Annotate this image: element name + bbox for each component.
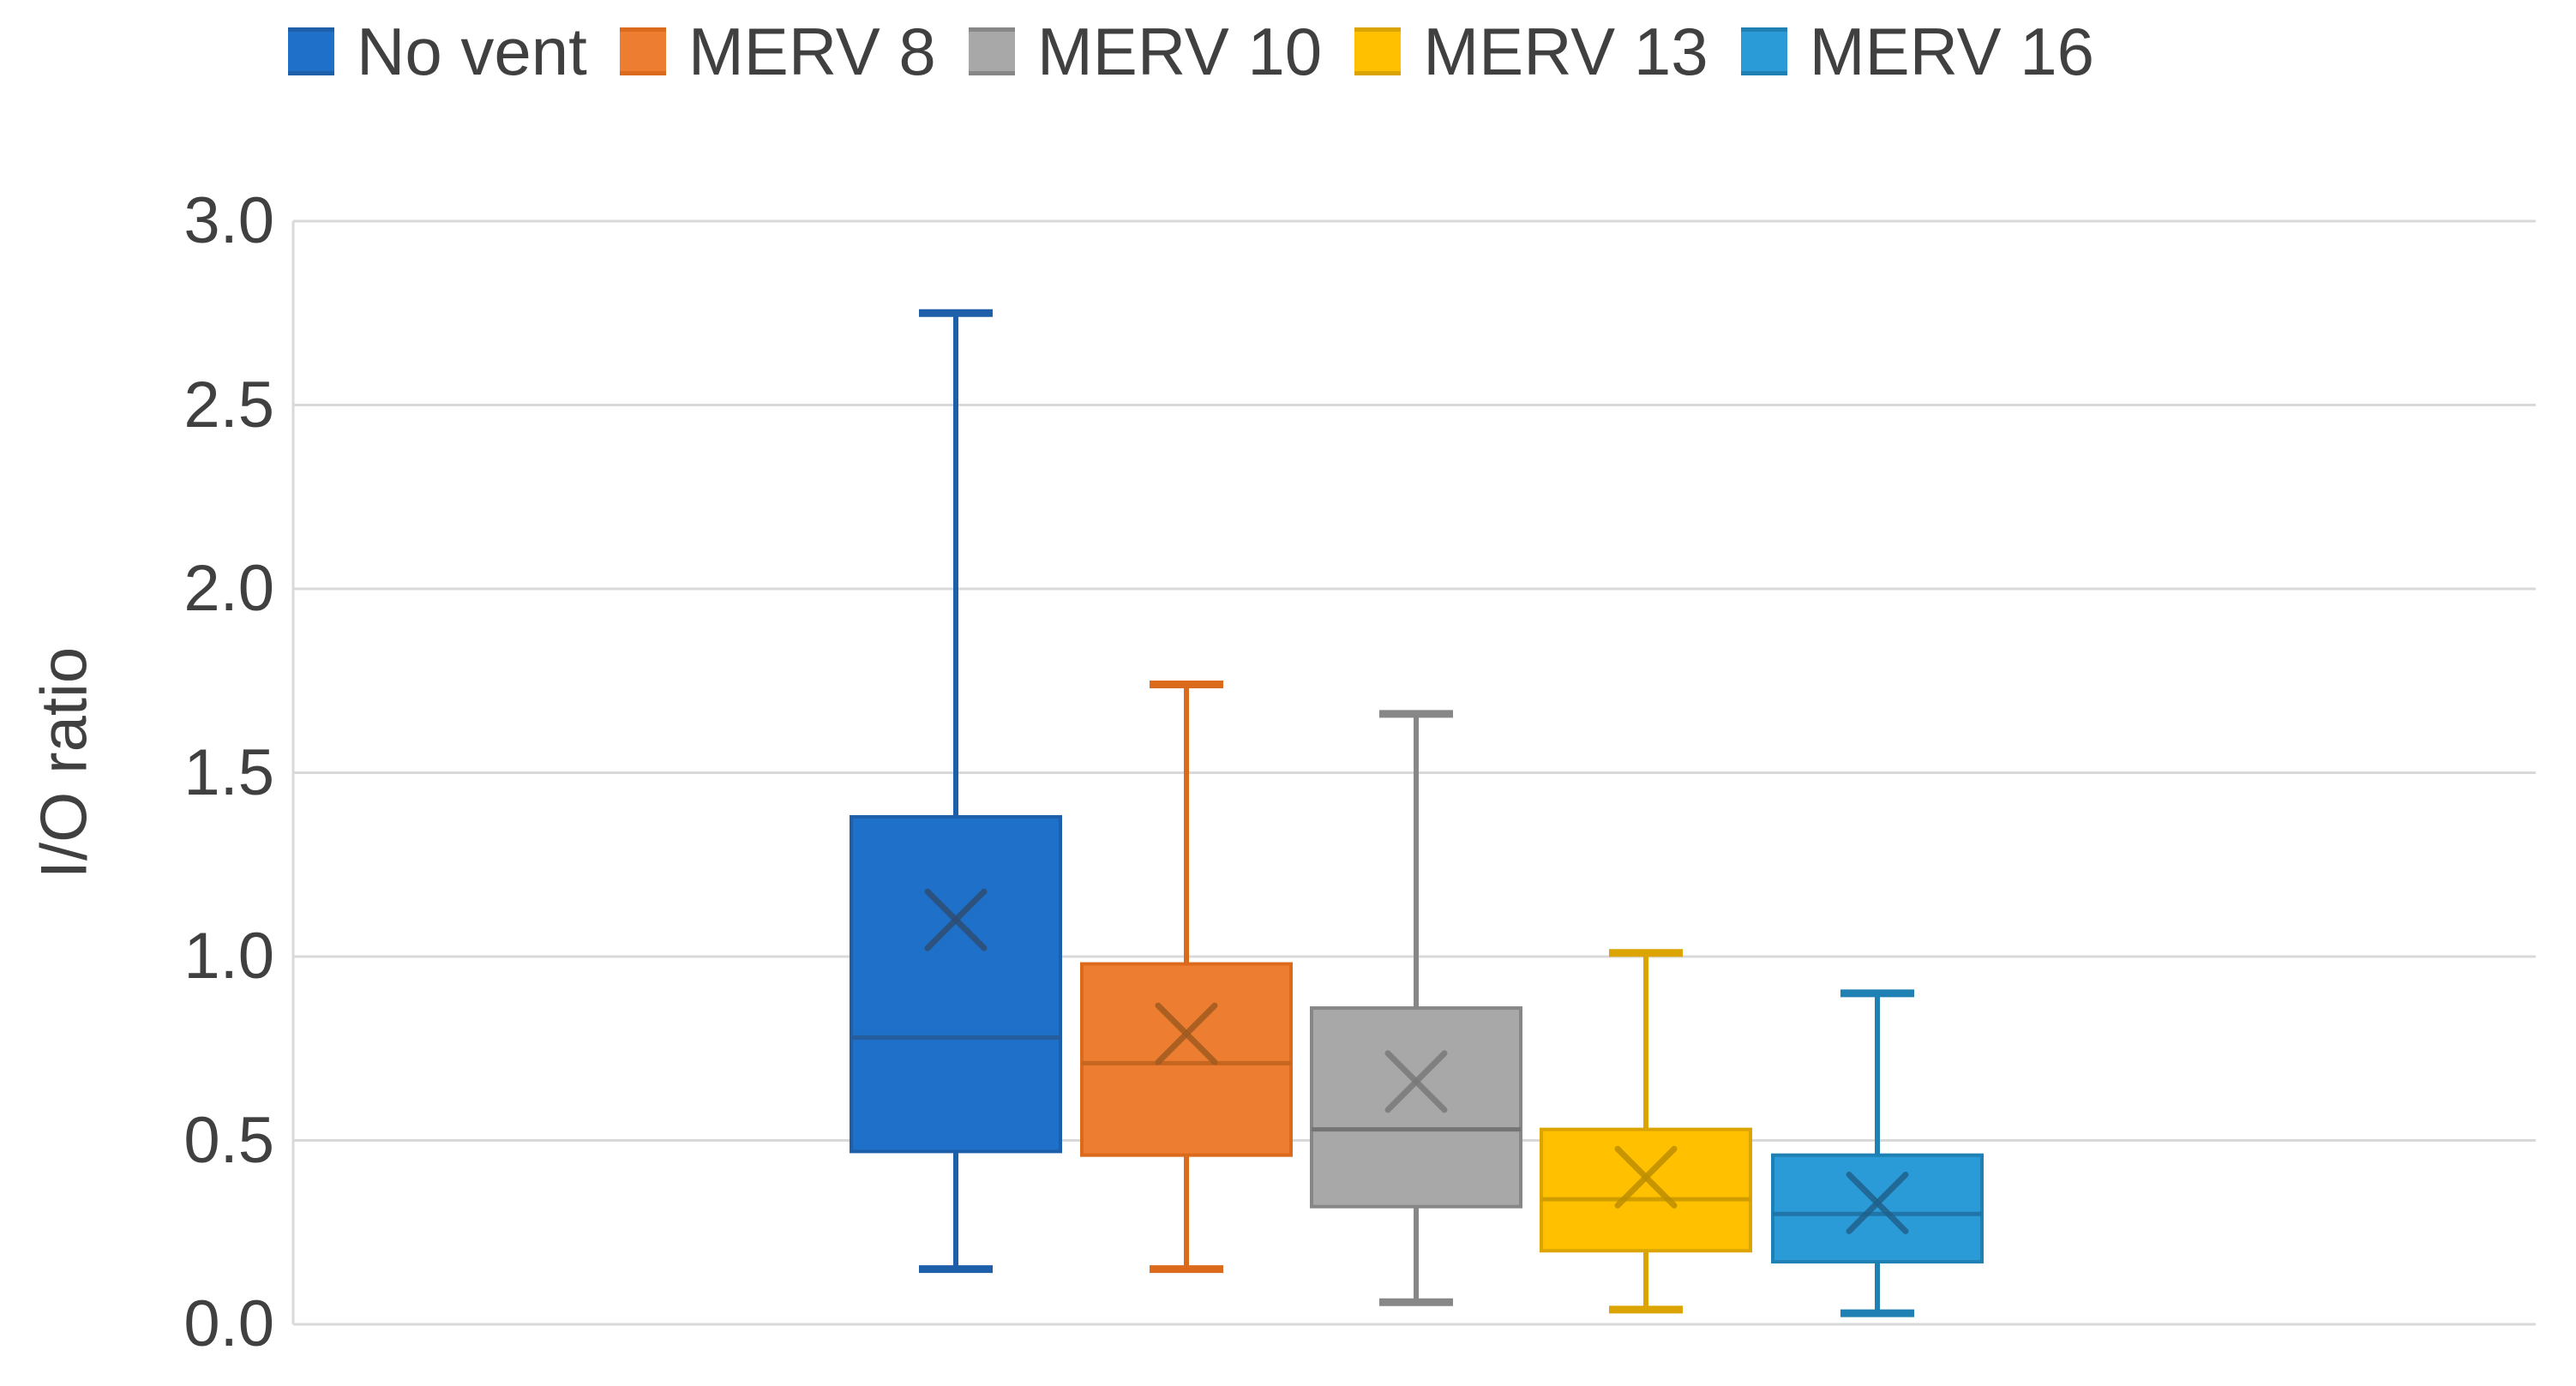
- mean-x-marker: [924, 888, 988, 951]
- y-tick-label: 0.5: [183, 1103, 274, 1177]
- legend-swatch-icon: [1740, 27, 1787, 75]
- box-series-merv-8: [1080, 681, 1293, 1274]
- legend-swatch-icon: [619, 27, 666, 75]
- legend-item-merv-10: MERV 10: [968, 14, 1323, 89]
- mean-x-marker: [1155, 1002, 1218, 1065]
- legend-item-merv-8: MERV 8: [619, 14, 936, 89]
- legend: No vent MERV 8 MERV 10 MERV 13 MERV 16: [288, 10, 2094, 93]
- y-tick-label: 3.0: [183, 184, 274, 257]
- iqr-box: [1771, 1153, 1984, 1264]
- box-series-merv-13: [1540, 949, 1752, 1314]
- mean-x-marker: [1846, 1171, 1909, 1234]
- legend-item-merv-13: MERV 13: [1354, 18, 1708, 85]
- legend-label: MERV 16: [1809, 14, 2094, 89]
- legend-label: MERV 13: [1423, 14, 1708, 89]
- legend-label: MERV 8: [688, 14, 936, 89]
- mean-x-marker: [1614, 1145, 1678, 1209]
- iqr-box: [1080, 962, 1293, 1157]
- legend-item-merv-16: MERV 16: [1740, 14, 2094, 89]
- y-tick-label: 1.0: [183, 920, 274, 993]
- y-tick-label: 2.0: [183, 552, 274, 625]
- mean-x-marker: [1384, 1050, 1448, 1113]
- y-tick-label: 1.5: [183, 735, 274, 809]
- legend-swatch-icon: [1354, 27, 1402, 75]
- legend-label: No vent: [357, 14, 587, 89]
- legend-swatch-icon: [968, 27, 1015, 75]
- legend-item-no-vent: No vent: [288, 18, 587, 85]
- iqr-box: [1540, 1127, 1752, 1253]
- legend-label: MERV 10: [1036, 14, 1323, 89]
- box-series-no-vent: [850, 309, 1062, 1274]
- box-series-merv-16: [1771, 989, 1984, 1317]
- y-tick-label: 0.0: [183, 1287, 274, 1360]
- legend-swatch-icon: [288, 27, 334, 75]
- y-tick-label: 2.5: [183, 368, 274, 441]
- iqr-box: [850, 814, 1062, 1154]
- box-series-merv-10: [1310, 710, 1522, 1306]
- iqr-box: [1310, 1006, 1522, 1209]
